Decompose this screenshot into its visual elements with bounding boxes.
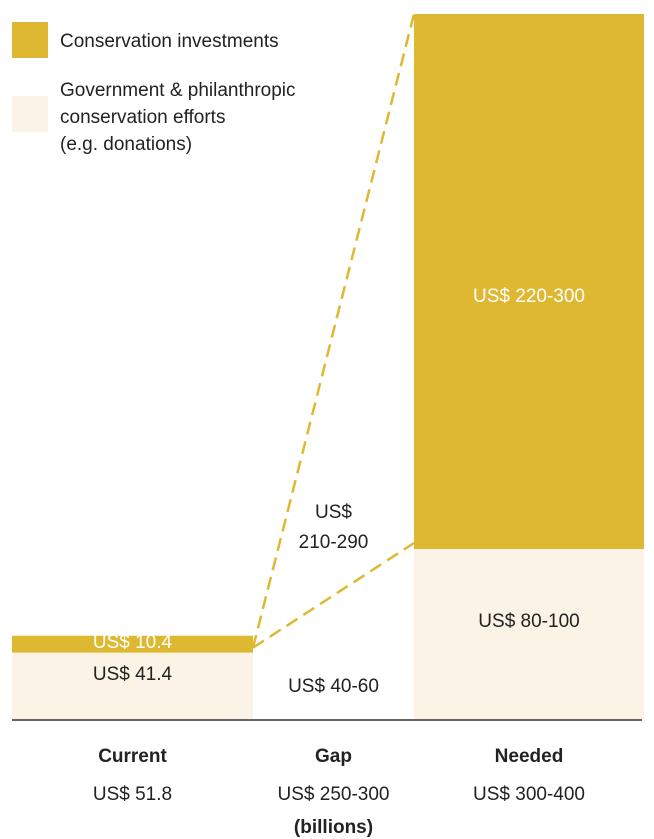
label-needed-investments: US$ 220-300 (473, 286, 585, 307)
category-total-gap: US$ 250-300 (278, 784, 390, 805)
legend-swatch-investments (12, 22, 48, 58)
bar-needed-government (414, 549, 644, 720)
label-needed-government: US$ 80-100 (478, 611, 579, 632)
legend-label-investments: Conservation investments (60, 31, 279, 52)
bar-current-investments (12, 635, 253, 653)
legend-label-government: Government & philanthropic conservation e… (60, 80, 296, 155)
label-current-investments: US$ 10.4 (93, 632, 173, 653)
label-gap-government: US$ 40-60 (288, 676, 379, 697)
label-gap-investments: US$ 210-290 (299, 502, 369, 553)
category-name-current: Current (98, 746, 167, 767)
legend-swatch-government (12, 96, 48, 132)
gap-connector-bottom (252, 541, 415, 649)
category-name-gap: Gap (315, 746, 352, 767)
category-total-current: US$ 51.8 (93, 784, 172, 805)
category-total-needed: US$ 300-400 (473, 784, 585, 805)
gap-connector-top (251, 13, 416, 649)
bar-needed-investments (414, 14, 644, 549)
unit-note: (billions) (294, 817, 373, 838)
label-current-government: US$ 41.4 (93, 664, 173, 685)
category-name-needed: Needed (495, 746, 564, 767)
bar-current-government (12, 652, 253, 720)
